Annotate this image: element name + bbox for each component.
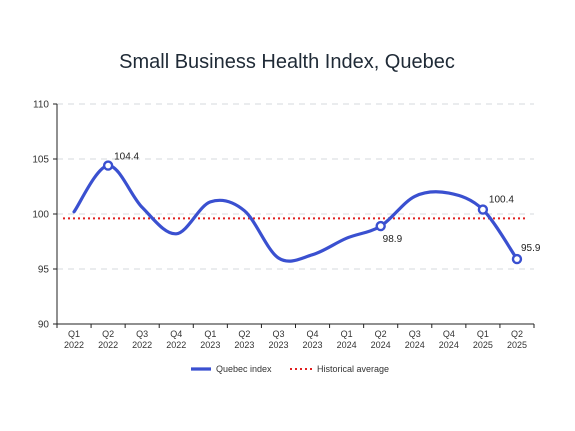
legend: Quebec index Historical average xyxy=(191,364,389,374)
x-tick-label: Q3 2023 xyxy=(268,329,288,350)
grid xyxy=(57,103,534,270)
data-point-marker xyxy=(375,220,386,232)
series-line-quebec-index xyxy=(72,164,519,263)
data-label: 95.9 xyxy=(521,243,541,254)
data-label: 98.9 xyxy=(383,234,403,245)
y-tick-label: 110 xyxy=(33,100,49,111)
x-tick-label: Q1 2022 xyxy=(64,329,84,350)
x-tick-label: Q3 2022 xyxy=(132,329,152,350)
x-tick-label: Q1 2024 xyxy=(337,329,357,350)
y-tick-label: 105 xyxy=(32,155,49,166)
y-tick-label: 90 xyxy=(38,320,50,331)
x-tick-label: Q4 2023 xyxy=(303,329,323,350)
data-point-marker xyxy=(102,160,114,171)
x-tick-label: Q1 2023 xyxy=(200,329,220,350)
data-label: 100.4 xyxy=(489,195,514,206)
y-tick-label: 95 xyxy=(38,265,50,276)
x-tick-label: Q2 2024 xyxy=(371,329,391,350)
legend-label-quebec-index: Quebec index xyxy=(216,364,272,374)
x-tick-label: Q4 2024 xyxy=(439,329,459,350)
x-tick-label: Q1 2025 xyxy=(473,329,493,350)
legend-label-historical-average: Historical average xyxy=(317,364,389,374)
data-point-marker xyxy=(477,204,489,215)
axes: 90 95 100 105 110 Q1 2022 Q2 2022 Q3 2022 Q4 2022 Q1 2… xyxy=(32,100,535,350)
data-point-marker xyxy=(511,253,523,265)
chart-title: Small Business Health Index, Quebec xyxy=(119,51,455,73)
x-tick-label: Q3 2024 xyxy=(405,329,425,350)
x-tick-label: Q2 2022 xyxy=(98,329,118,350)
series xyxy=(72,160,523,265)
x-tick-label: Q2 2025 xyxy=(507,329,527,350)
x-tick-label: Q2 2023 xyxy=(234,329,254,350)
data-labels: 104.4 98.9 100.4 95.9 xyxy=(114,152,541,255)
y-tick-label: 100 xyxy=(32,210,49,221)
x-tick-label: Q4 2022 xyxy=(166,329,186,350)
data-label: 104.4 xyxy=(114,152,139,163)
